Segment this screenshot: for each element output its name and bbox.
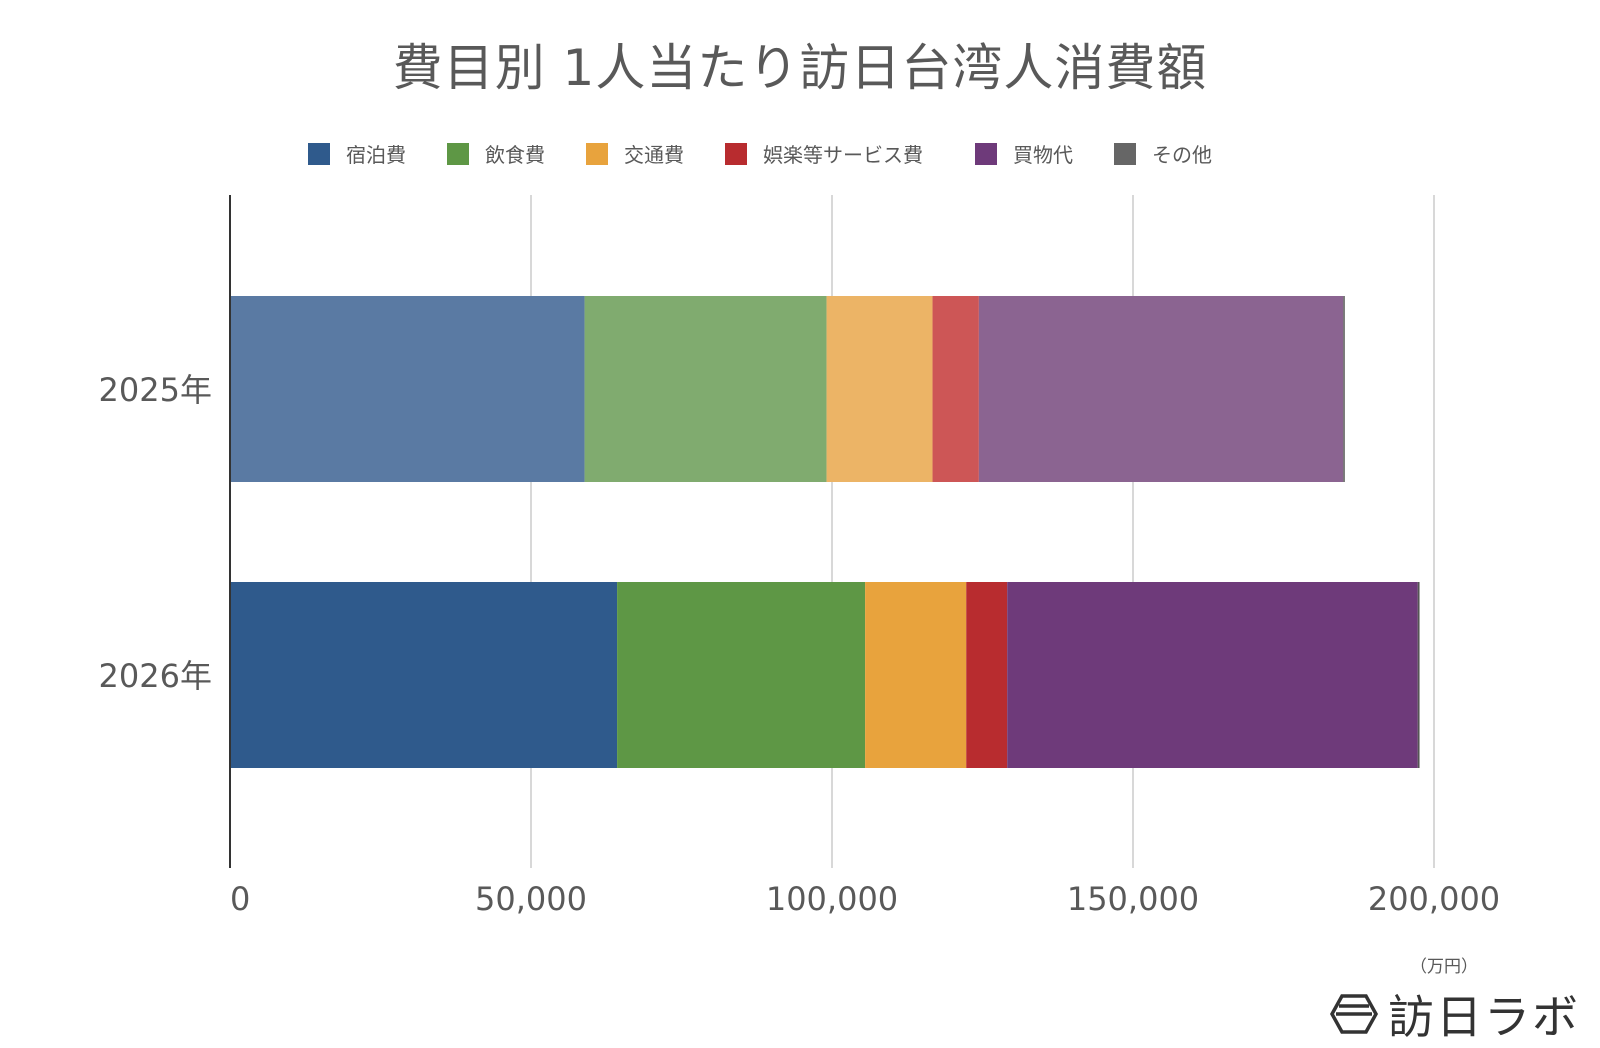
- bar-segment-宿泊費: [230, 296, 585, 482]
- legend-label: 交通費: [624, 143, 684, 167]
- legend-swatch: [308, 143, 330, 165]
- x-tick-label: 150,000: [1067, 880, 1199, 918]
- legend-label: 宿泊費: [346, 143, 406, 167]
- bar-segment-その他: [1343, 296, 1345, 482]
- legend-swatch: [975, 143, 997, 165]
- bar-segment-飲食費: [584, 296, 827, 482]
- category-label: 2026年: [99, 657, 212, 695]
- x-tick-label: 100,000: [766, 880, 898, 918]
- axes: 0 50,000 100,000 150,000 200,000: [229, 195, 1500, 918]
- x-tick-label: 50,000: [475, 880, 587, 918]
- bar-segment-娯楽等サービス費: [966, 582, 1008, 768]
- hexagon-logo-icon: [1330, 994, 1378, 1034]
- bars: 2025年 2026年: [99, 296, 1420, 768]
- legend-label: 娯楽等サービス費: [763, 143, 923, 167]
- x-tick-label: 200,000: [1368, 880, 1500, 918]
- legend-label: 買物代: [1013, 143, 1073, 167]
- x-tick-label: 0: [230, 880, 250, 918]
- bar-segment-交通費: [826, 296, 933, 482]
- bar-segment-買物代: [978, 296, 1344, 482]
- category-label: 2025年: [99, 371, 212, 409]
- legend-swatch: [1114, 143, 1136, 165]
- bar-segment-娯楽等サービス費: [932, 296, 979, 482]
- chart-title: 費目別 1人当たり訪日台湾人消費額: [392, 39, 1208, 97]
- bar-segment-飲食費: [617, 582, 866, 768]
- legend-label: その他: [1152, 143, 1212, 167]
- logo-text: 訪日ラボ: [1388, 990, 1580, 1044]
- logo: 訪日ラボ: [1330, 986, 1580, 1044]
- legend-swatch: [586, 143, 608, 165]
- legend-swatch: [447, 143, 469, 165]
- legend: 宿泊費 飲食費 交通費 娯楽等サービス費 買物代 その他: [308, 143, 1212, 167]
- bar-segment-その他: [1417, 582, 1420, 768]
- legend-swatch: [725, 143, 747, 165]
- bar-segment-交通費: [865, 582, 967, 768]
- bar-segment-買物代: [1007, 582, 1418, 768]
- unit-label: （万円）: [1410, 957, 1478, 977]
- legend-label: 飲食費: [485, 143, 545, 167]
- bar-segment-宿泊費: [230, 582, 618, 768]
